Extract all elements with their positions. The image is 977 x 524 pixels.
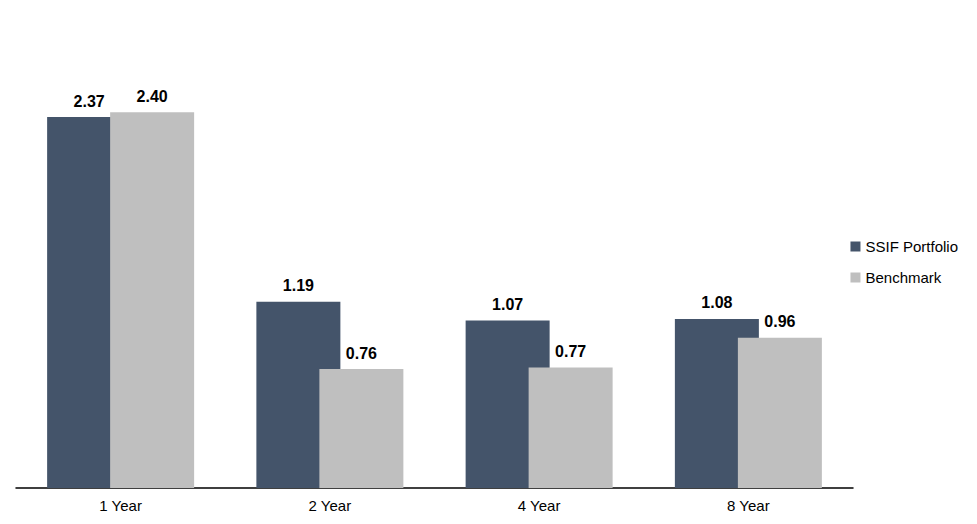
svg-text:Benchmark: Benchmark bbox=[865, 269, 941, 286]
svg-text:0.96: 0.96 bbox=[764, 313, 795, 330]
svg-text:1.08: 1.08 bbox=[701, 294, 732, 311]
svg-text:0.76: 0.76 bbox=[346, 345, 377, 362]
svg-text:1.19: 1.19 bbox=[283, 277, 314, 294]
svg-text:4 Year: 4 Year bbox=[518, 497, 561, 514]
svg-text:2.37: 2.37 bbox=[74, 93, 105, 110]
svg-text:1.07: 1.07 bbox=[492, 296, 523, 313]
svg-text:SSIF Portfolio: SSIF Portfolio bbox=[865, 238, 958, 255]
svg-text:0.77: 0.77 bbox=[555, 343, 586, 360]
svg-text:1 Year: 1 Year bbox=[99, 497, 142, 514]
svg-text:2 Year: 2 Year bbox=[309, 497, 352, 514]
svg-text:2.40: 2.40 bbox=[137, 88, 168, 105]
svg-text:8 Year: 8 Year bbox=[727, 497, 770, 514]
